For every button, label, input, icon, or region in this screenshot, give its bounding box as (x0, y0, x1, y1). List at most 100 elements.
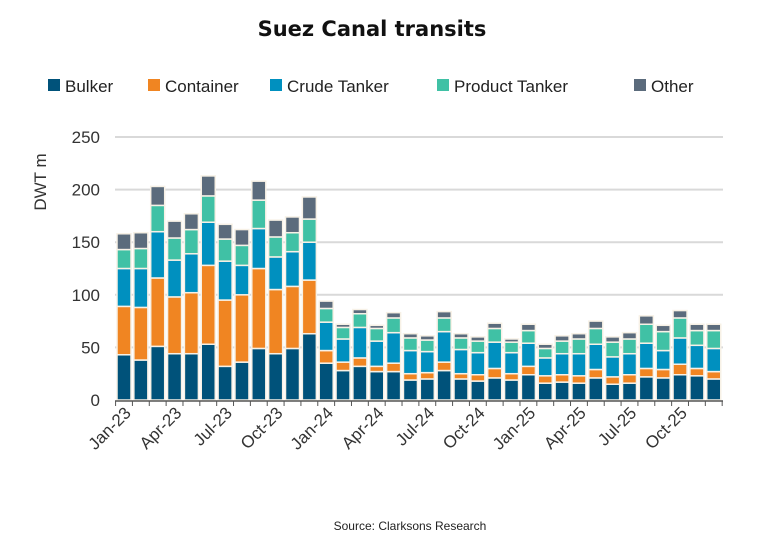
bar-segment (183, 352, 200, 401)
x-tick-label: Apr-23 (136, 403, 186, 453)
bar-segment (554, 381, 570, 401)
legend-label: Crude Tanker (287, 77, 389, 96)
bar-segment (200, 343, 216, 401)
gridlines (115, 136, 723, 349)
bar-segment (470, 351, 486, 376)
bar-segment (251, 227, 267, 270)
bar-segment (318, 307, 334, 323)
bar-segment (402, 372, 419, 381)
bar-segment (571, 352, 587, 377)
bar-segment (267, 236, 284, 258)
bar-segment (503, 341, 520, 354)
bar-stack (604, 336, 621, 401)
bar-segment (689, 323, 705, 332)
legend-label: Container (165, 77, 239, 96)
bar-segment (166, 220, 183, 239)
bar-segment (470, 336, 486, 342)
bar-segment (503, 338, 520, 343)
bar-segment (588, 377, 604, 401)
bar-segment (385, 362, 402, 373)
legend-label: Product Tanker (454, 77, 568, 96)
bar-segment (284, 231, 301, 253)
bar-segment (352, 326, 368, 359)
bar-segment (133, 247, 149, 270)
bar-segment (706, 323, 722, 332)
bar-segment (537, 347, 553, 359)
legend-item: Product Tanker (437, 77, 568, 96)
x-tick-label: Jul-23 (190, 403, 236, 449)
bar-segment (335, 326, 351, 340)
y-tick-label: 150 (72, 233, 100, 252)
bar-segment (470, 374, 486, 382)
bar-segment (369, 365, 385, 373)
bar-stack (486, 322, 503, 401)
bar-segment (385, 317, 402, 334)
bar-stack (166, 220, 183, 401)
bar-segment (234, 294, 250, 363)
bar-segment (638, 315, 655, 326)
bar-segment (638, 342, 655, 370)
x-tick-label: Apr-24 (338, 403, 388, 453)
bar-stack (520, 323, 537, 401)
bar-segment (217, 238, 233, 262)
bar-segment (470, 340, 486, 354)
bar-stack (453, 332, 469, 401)
bar-stack (655, 324, 671, 401)
bar-segment (672, 309, 688, 319)
bar-segment (267, 256, 284, 291)
bar-stack (217, 223, 233, 401)
bar-segment (217, 365, 233, 401)
x-tick-label: Apr-25 (540, 403, 590, 453)
bar-segment (621, 352, 638, 376)
bar-segment (419, 350, 436, 374)
bar-segment (655, 349, 671, 371)
bar-segment (419, 335, 436, 341)
bar-stack (149, 185, 166, 401)
bar-segment (183, 213, 200, 231)
bar-segment (301, 218, 318, 243)
bar-segment (436, 310, 452, 319)
bar-segment (402, 332, 419, 339)
bar-segment (301, 279, 318, 335)
bar-segment (453, 348, 469, 375)
x-tick-label: Jan-25 (489, 403, 539, 453)
bar-segment (520, 365, 537, 376)
bar-segment (621, 331, 638, 340)
bar-segment (638, 323, 655, 344)
x-tick-label: Oct-25 (641, 403, 691, 453)
x-tick-label: Jul-24 (392, 403, 438, 449)
x-tick-label: Oct-23 (237, 403, 287, 453)
x-tick-label: Oct-24 (439, 403, 489, 453)
bar-segment (503, 379, 520, 401)
bar-segment (571, 338, 587, 355)
bar-segment (486, 327, 503, 343)
legend-label: Bulker (65, 77, 114, 96)
bar-stack (554, 335, 570, 401)
x-tick-label: Jul-25 (594, 403, 640, 449)
bar-segment (301, 332, 318, 401)
bar-stack (183, 213, 200, 401)
bar-segment (251, 180, 267, 201)
bar-stack (318, 300, 334, 401)
bar-segment (183, 291, 200, 355)
bar-segment (453, 378, 469, 401)
bar-segment (183, 253, 200, 294)
y-tick-label: 250 (72, 128, 100, 147)
bar-stack (369, 324, 385, 401)
bar-stack (251, 180, 267, 401)
bar-stack (234, 228, 250, 401)
bar-segment (689, 329, 705, 347)
bar-segment (284, 347, 301, 401)
bar-segment (588, 327, 604, 345)
bar-segment (369, 370, 385, 401)
bar-segment (335, 323, 351, 329)
bar-segment (183, 228, 200, 255)
bar-stack (133, 231, 149, 401)
bar-segment (419, 339, 436, 353)
bar-segment (133, 267, 149, 309)
bar-segment (537, 382, 553, 401)
legend-label: Other (651, 77, 694, 96)
bar-segment (352, 308, 368, 315)
bar-segment (604, 356, 621, 378)
bar-segment (689, 344, 705, 370)
